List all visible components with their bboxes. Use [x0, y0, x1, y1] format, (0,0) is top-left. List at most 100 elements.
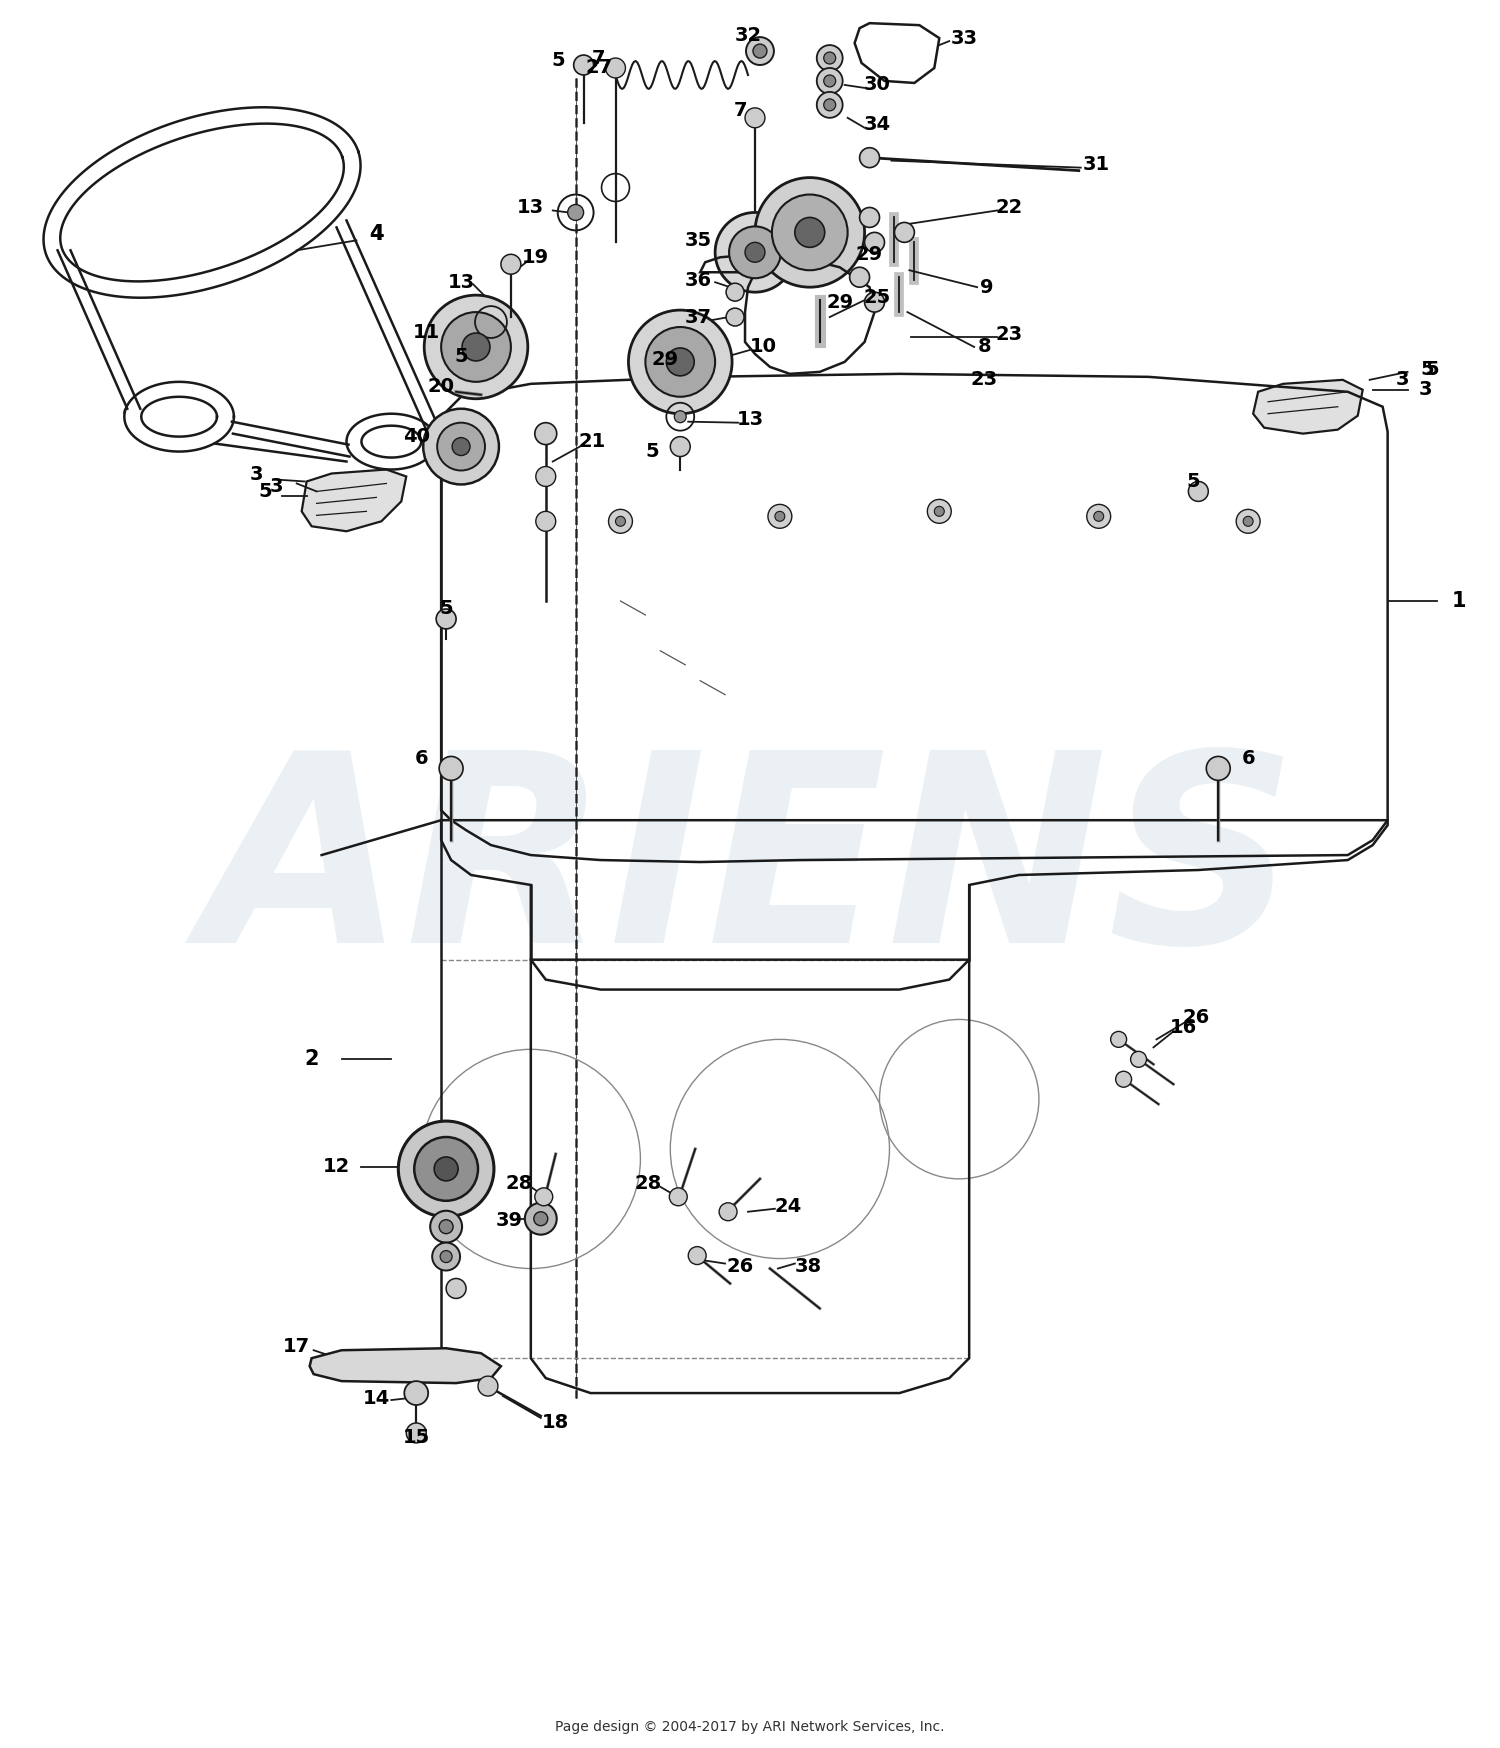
Text: Page design © 2004-2017 by ARI Network Services, Inc.: Page design © 2004-2017 by ARI Network S…	[555, 1720, 945, 1734]
Circle shape	[399, 1120, 494, 1217]
Text: 7: 7	[734, 101, 747, 121]
Circle shape	[536, 467, 555, 486]
Circle shape	[406, 1423, 426, 1442]
Circle shape	[768, 505, 792, 528]
Text: 5: 5	[1186, 472, 1200, 491]
Text: 3: 3	[270, 477, 284, 496]
Circle shape	[452, 437, 470, 456]
Text: 27: 27	[585, 58, 612, 77]
Text: 26: 26	[726, 1257, 753, 1276]
Text: 5: 5	[440, 600, 453, 619]
Text: 29: 29	[856, 245, 883, 264]
Circle shape	[824, 52, 836, 65]
Circle shape	[849, 267, 870, 287]
Text: 9: 9	[981, 278, 994, 297]
Circle shape	[423, 409, 500, 484]
Text: 35: 35	[684, 231, 712, 250]
Circle shape	[859, 208, 879, 227]
Text: 5: 5	[454, 348, 468, 367]
Circle shape	[1094, 512, 1104, 521]
Text: 29: 29	[827, 292, 854, 311]
Circle shape	[534, 1211, 548, 1225]
Circle shape	[818, 93, 843, 117]
Circle shape	[776, 512, 784, 521]
Circle shape	[432, 1243, 460, 1271]
Circle shape	[436, 608, 456, 629]
Circle shape	[440, 757, 464, 780]
Text: 12: 12	[322, 1157, 350, 1176]
Circle shape	[1236, 509, 1260, 533]
Text: 10: 10	[750, 337, 777, 357]
Circle shape	[609, 509, 633, 533]
Text: 36: 36	[684, 271, 712, 290]
Text: 3: 3	[251, 465, 264, 484]
Text: 32: 32	[735, 26, 762, 45]
Circle shape	[436, 423, 484, 470]
Text: 15: 15	[402, 1428, 430, 1447]
Text: 28: 28	[634, 1175, 662, 1194]
Circle shape	[772, 194, 847, 271]
Text: 3: 3	[1419, 381, 1432, 399]
Text: 29: 29	[652, 350, 680, 369]
Circle shape	[433, 1157, 457, 1182]
Text: 6: 6	[1242, 748, 1256, 767]
Circle shape	[754, 178, 864, 287]
Circle shape	[478, 1376, 498, 1397]
Text: ARIENS: ARIENS	[201, 741, 1299, 998]
Text: 8: 8	[978, 337, 992, 357]
Circle shape	[746, 37, 774, 65]
Text: 3: 3	[1396, 371, 1410, 390]
Circle shape	[746, 243, 765, 262]
Circle shape	[824, 75, 836, 87]
Circle shape	[525, 1203, 556, 1234]
Circle shape	[615, 516, 626, 526]
Circle shape	[666, 348, 694, 376]
Text: 30: 30	[864, 75, 891, 94]
Circle shape	[536, 423, 556, 444]
Circle shape	[1244, 516, 1252, 526]
Circle shape	[718, 1203, 736, 1220]
Text: 26: 26	[1182, 1009, 1210, 1028]
Circle shape	[462, 334, 490, 360]
Circle shape	[753, 44, 766, 58]
Text: 13: 13	[736, 411, 764, 430]
Circle shape	[1110, 1031, 1126, 1047]
Text: 40: 40	[402, 427, 429, 446]
Circle shape	[1116, 1072, 1131, 1087]
Circle shape	[859, 147, 879, 168]
Circle shape	[894, 222, 915, 243]
Text: 18: 18	[542, 1414, 570, 1432]
Text: 6: 6	[414, 748, 428, 767]
Text: 25: 25	[864, 288, 891, 306]
Text: 4: 4	[369, 224, 384, 245]
Text: 5: 5	[1420, 360, 1434, 379]
Text: 4: 4	[369, 224, 384, 245]
Circle shape	[424, 295, 528, 399]
Circle shape	[818, 45, 843, 72]
Circle shape	[864, 232, 885, 252]
Text: 37: 37	[684, 308, 711, 327]
Polygon shape	[309, 1348, 501, 1383]
Circle shape	[645, 327, 716, 397]
Text: 7: 7	[592, 49, 606, 68]
Circle shape	[688, 1246, 706, 1264]
Circle shape	[726, 283, 744, 301]
Circle shape	[501, 253, 520, 274]
Circle shape	[1086, 505, 1110, 528]
Text: 5: 5	[258, 482, 272, 502]
Circle shape	[536, 512, 555, 531]
Circle shape	[430, 1211, 462, 1243]
Circle shape	[536, 1189, 552, 1206]
Circle shape	[795, 217, 825, 246]
Polygon shape	[1252, 379, 1362, 434]
Circle shape	[1188, 481, 1209, 502]
Text: 5: 5	[552, 51, 566, 70]
Text: 11: 11	[413, 323, 440, 341]
Text: 22: 22	[996, 198, 1023, 217]
Circle shape	[927, 500, 951, 523]
Circle shape	[670, 437, 690, 456]
Circle shape	[440, 1250, 452, 1262]
Text: 34: 34	[864, 115, 891, 135]
Circle shape	[573, 54, 594, 75]
Circle shape	[729, 227, 782, 278]
